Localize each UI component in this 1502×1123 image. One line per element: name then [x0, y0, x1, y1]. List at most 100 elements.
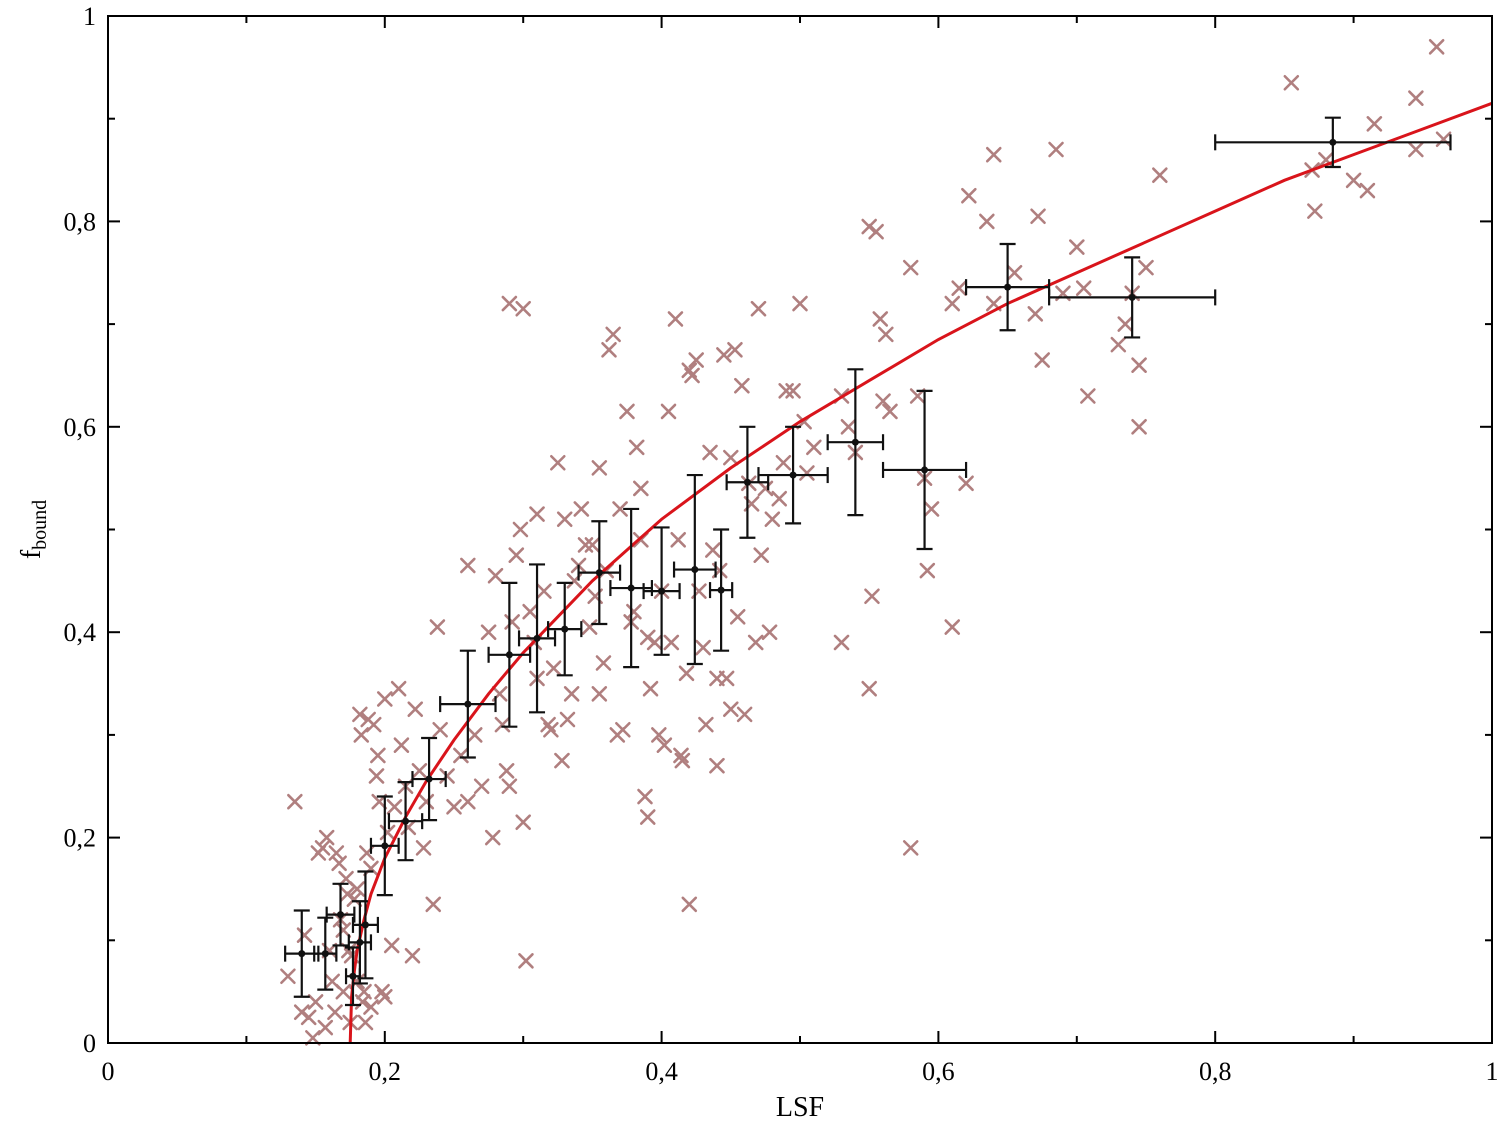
errorbar-point — [313, 916, 338, 991]
scatter-point — [729, 608, 746, 625]
scatter-point — [727, 341, 743, 358]
scatter-point — [753, 547, 770, 563]
fit-line — [348, 101, 1493, 1044]
scatter-point — [695, 639, 711, 656]
scatter-point — [678, 665, 695, 682]
errorbar-marker — [1329, 138, 1337, 146]
scatter-point — [1428, 39, 1445, 55]
scatter-point — [792, 295, 808, 312]
scatter-point — [944, 619, 961, 635]
y-tick-label: 0,6 — [64, 413, 97, 442]
scatter-point — [383, 937, 400, 954]
y-axis-title-subscript: bound — [29, 500, 51, 550]
scatter-point — [698, 716, 714, 733]
scatter-point — [415, 840, 432, 856]
scatter-point — [584, 537, 601, 553]
scatter-point — [554, 752, 570, 769]
scatter-point — [872, 311, 889, 327]
errorbar-marker — [921, 466, 929, 474]
scatter-point — [1048, 141, 1064, 158]
scatter-point — [1030, 208, 1046, 225]
scatter-point — [515, 814, 531, 830]
scatter-point — [663, 634, 680, 651]
scatter-point — [317, 1019, 334, 1036]
x-tick-label: 1 — [1486, 1057, 1499, 1086]
scatter-point — [670, 531, 687, 548]
scatter-point — [425, 896, 442, 913]
scatter-point — [985, 146, 1002, 163]
scatter-point — [453, 747, 469, 764]
errorbar-point — [881, 389, 968, 551]
errorbar-marker — [1128, 293, 1136, 301]
errorbar-marker — [1004, 283, 1012, 291]
errorbar-marker — [505, 651, 513, 659]
errorbar-marker — [789, 471, 797, 479]
errorbar-point — [1048, 256, 1217, 339]
errorbar-point — [642, 526, 681, 656]
scatter-point — [1006, 264, 1023, 281]
scatter-point — [1345, 172, 1362, 189]
scatter-point — [723, 701, 739, 718]
scatter-point — [778, 383, 794, 399]
scatter-point — [460, 557, 476, 574]
scatter-point — [429, 619, 446, 635]
errorbar-marker — [349, 972, 357, 980]
fit-series — [348, 101, 1493, 1044]
errorbar-marker — [595, 569, 603, 577]
errorbar-marker — [691, 566, 699, 574]
errorbar-marker — [361, 921, 369, 929]
scatter-point — [1138, 259, 1154, 276]
x-tick-label: 0,4 — [645, 1057, 678, 1086]
scatter-point — [545, 660, 562, 676]
errorbar-point — [325, 882, 356, 947]
errorbar-point — [411, 736, 447, 822]
scatter-point — [296, 927, 313, 943]
scatter-point — [757, 480, 774, 497]
scatter-point — [979, 213, 995, 230]
scatter-point — [612, 501, 628, 517]
errorbar-point — [387, 781, 424, 862]
scatter-point — [961, 187, 977, 204]
scatter-point — [736, 706, 753, 723]
scatter-point — [280, 968, 296, 985]
scatter-point — [1283, 74, 1300, 91]
errorbar-marker — [717, 586, 725, 594]
scatter-point — [637, 788, 653, 805]
scatter-point — [951, 280, 967, 296]
scatter-point — [439, 768, 455, 784]
scatter-point — [642, 680, 659, 697]
scatter-point — [563, 686, 580, 702]
errorbar-marker — [402, 817, 410, 825]
scatter-point — [356, 983, 372, 1000]
scatter-point — [651, 727, 667, 743]
scatter-point — [390, 680, 407, 697]
scatter-point — [556, 511, 573, 528]
scatter-point — [1408, 90, 1424, 106]
errorbar-series — [284, 116, 1452, 1007]
scatter-point — [1034, 352, 1050, 368]
errorbar-marker — [337, 911, 345, 919]
scatter-point — [723, 449, 739, 466]
scatter-point — [393, 737, 410, 753]
scatter-point — [718, 670, 735, 687]
scatter-point — [667, 311, 684, 327]
errorbar-point — [1214, 116, 1452, 169]
scatter-point — [1117, 316, 1134, 332]
scatter-point — [1435, 131, 1452, 148]
scatter-point — [484, 829, 501, 846]
x-tick-label: 0,8 — [1199, 1057, 1232, 1086]
scatter-point — [944, 295, 961, 312]
scatter-point — [702, 444, 718, 461]
scatter-point — [882, 403, 898, 420]
scatter-point — [573, 501, 590, 517]
scatter-point — [1131, 357, 1147, 373]
scatter-point — [764, 511, 781, 528]
scatter-point — [626, 603, 642, 620]
scatter-point — [300, 1009, 317, 1026]
scatter-point — [799, 465, 815, 481]
scatter-point — [432, 721, 448, 738]
scatter-point — [833, 634, 850, 651]
errorbar-point — [351, 870, 379, 980]
y-tick-label: 0 — [83, 1029, 96, 1058]
errorbar-point — [672, 473, 717, 666]
